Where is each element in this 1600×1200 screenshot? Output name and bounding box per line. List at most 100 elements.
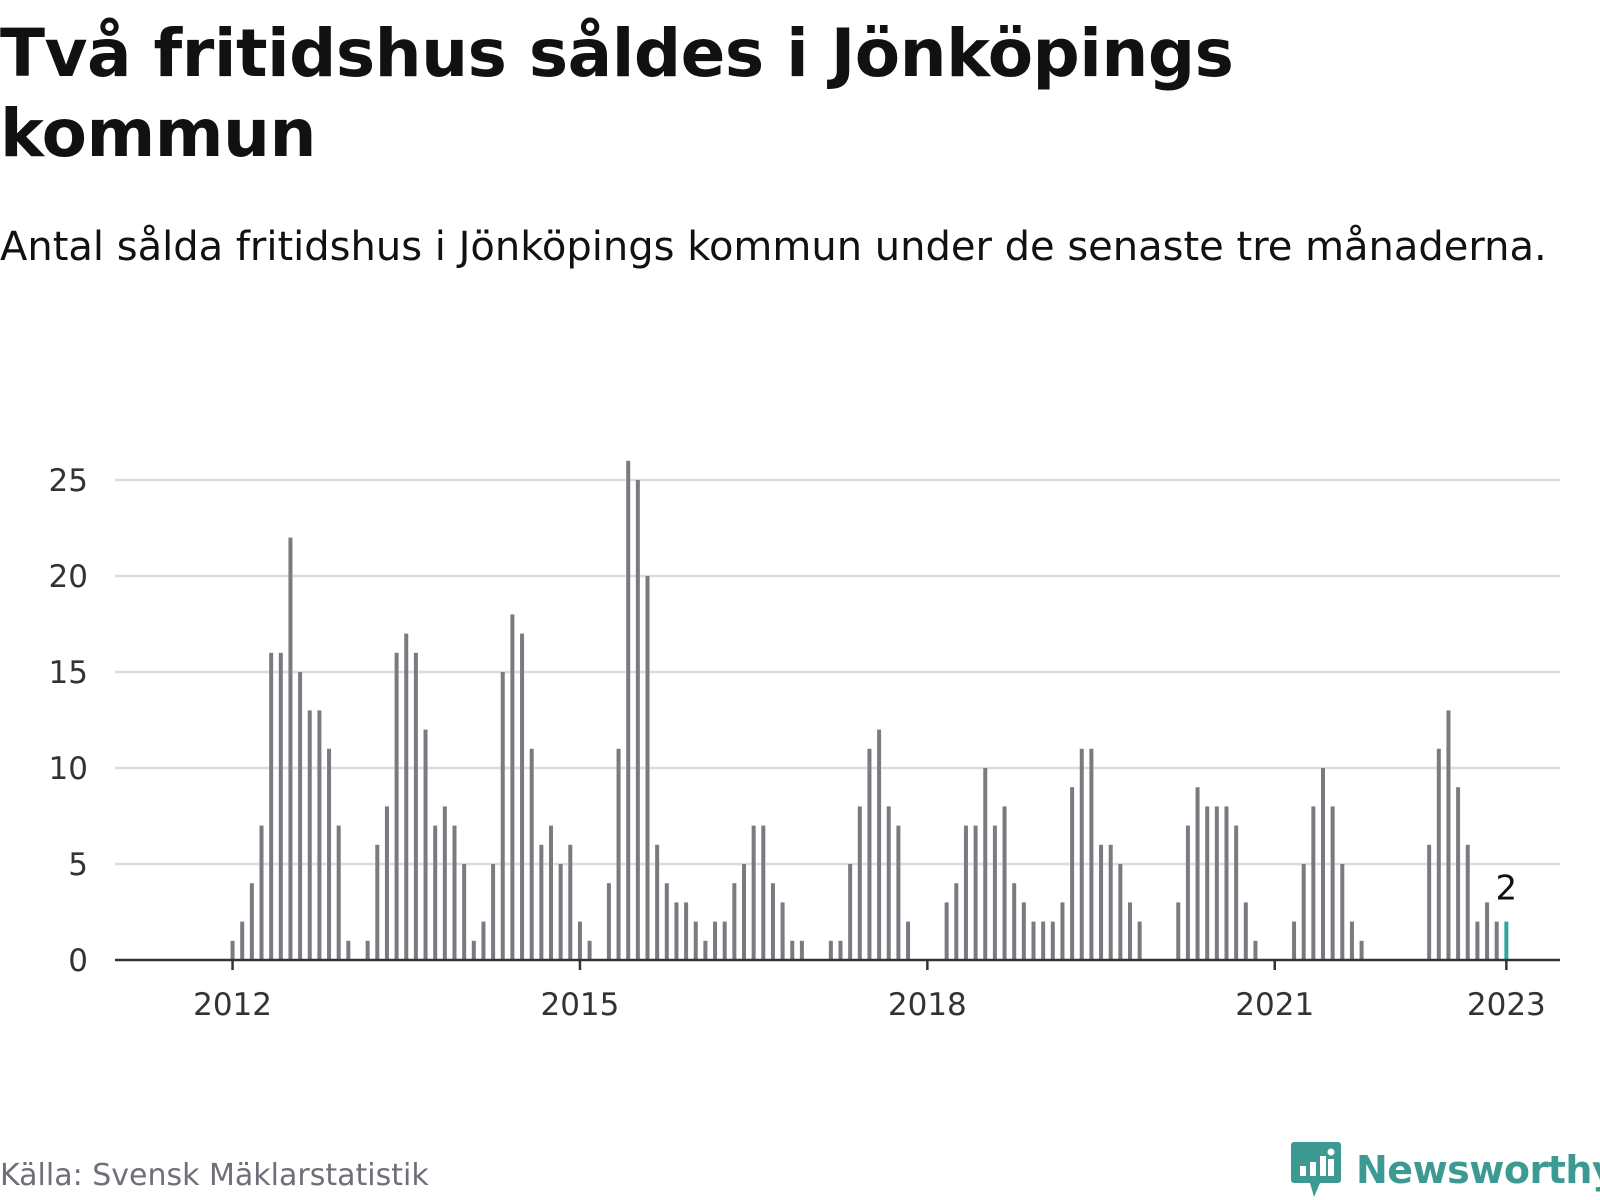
bar [1446, 710, 1451, 960]
bar [549, 825, 553, 960]
bar [269, 652, 274, 960]
bar [1292, 921, 1297, 960]
bar [1234, 825, 1239, 960]
bar [954, 883, 959, 960]
bar [867, 748, 872, 960]
bar [1205, 806, 1210, 960]
bar [1099, 844, 1104, 960]
bar [944, 902, 949, 960]
bar [1475, 921, 1480, 960]
bar [1321, 768, 1325, 960]
bar [799, 940, 804, 960]
bar [906, 921, 911, 960]
x-tick-label: 2018 [888, 987, 967, 1023]
bar [1021, 902, 1026, 960]
bar [770, 883, 775, 960]
bar [510, 614, 515, 960]
y-tick-label: 5 [68, 847, 88, 883]
bar [587, 940, 592, 960]
bar [1494, 921, 1499, 960]
bar [722, 921, 727, 960]
brand-name: Newsworthy [1356, 1148, 1600, 1192]
bar [828, 940, 833, 960]
bar [857, 806, 862, 960]
bar [558, 864, 563, 960]
bar [298, 672, 303, 960]
bar [1214, 806, 1219, 960]
bar [442, 806, 447, 960]
bar [896, 825, 901, 960]
bar [1427, 844, 1432, 960]
source-note: Källa: Svensk Mäklarstatistik [0, 1158, 429, 1193]
bar [394, 652, 399, 960]
bar [742, 864, 746, 960]
bar [1456, 787, 1461, 960]
bar [1340, 864, 1345, 960]
bar [1359, 940, 1364, 960]
bar [307, 710, 312, 960]
bar [1002, 806, 1007, 960]
chart-subtitle: Antal sålda fritidshus i Jönköpings komm… [0, 224, 1547, 270]
bar [713, 921, 718, 960]
bar [520, 633, 525, 960]
bar [655, 844, 660, 960]
bar [471, 940, 476, 960]
y-tick-label: 15 [49, 655, 88, 691]
bar [1311, 806, 1316, 960]
bar [838, 940, 843, 960]
bar [1195, 787, 1200, 960]
bar [1137, 921, 1142, 960]
bar [278, 652, 283, 960]
bar [365, 940, 370, 960]
newsworthy-logo-icon [1291, 1142, 1341, 1197]
bar [790, 940, 795, 960]
bar [1108, 844, 1113, 960]
bar [1349, 921, 1354, 960]
bar [384, 806, 389, 960]
bar [963, 825, 968, 960]
bar [616, 748, 621, 960]
bar [249, 883, 254, 960]
bar [606, 883, 611, 960]
bar [1224, 806, 1229, 960]
bar [983, 768, 988, 960]
bar [1485, 902, 1490, 960]
bar [973, 825, 978, 960]
bar [452, 825, 457, 960]
bar [1253, 940, 1258, 960]
bar [780, 902, 785, 960]
bar [1301, 864, 1306, 960]
x-tick-label: 2021 [1235, 987, 1314, 1023]
bar [1031, 921, 1036, 960]
bar [1118, 864, 1123, 960]
bar [693, 921, 698, 960]
y-tick-label: 0 [68, 943, 88, 979]
bar [568, 844, 573, 960]
bar [423, 729, 428, 960]
bar [230, 940, 235, 960]
bar [886, 806, 891, 960]
bar [346, 940, 351, 960]
bar [375, 844, 380, 960]
bar [500, 672, 505, 960]
bar [684, 902, 689, 960]
bar [529, 748, 534, 960]
newsworthy-logo: Newsworthy [1290, 1140, 1600, 1200]
x-tick-label: 2015 [540, 987, 619, 1023]
bar [1436, 748, 1441, 960]
bar [1185, 825, 1190, 960]
bar [259, 825, 264, 960]
bar [317, 710, 322, 960]
bar [1330, 806, 1335, 960]
bar [336, 825, 341, 960]
bar [1176, 902, 1181, 960]
bar [481, 921, 486, 960]
bar-latest [1504, 921, 1509, 960]
bar [645, 576, 650, 960]
bar [1243, 902, 1248, 960]
latest-value-label: 2 [1496, 869, 1518, 909]
bar [1070, 787, 1075, 960]
bar [992, 825, 997, 960]
bar [1089, 748, 1094, 960]
bar [626, 460, 631, 960]
